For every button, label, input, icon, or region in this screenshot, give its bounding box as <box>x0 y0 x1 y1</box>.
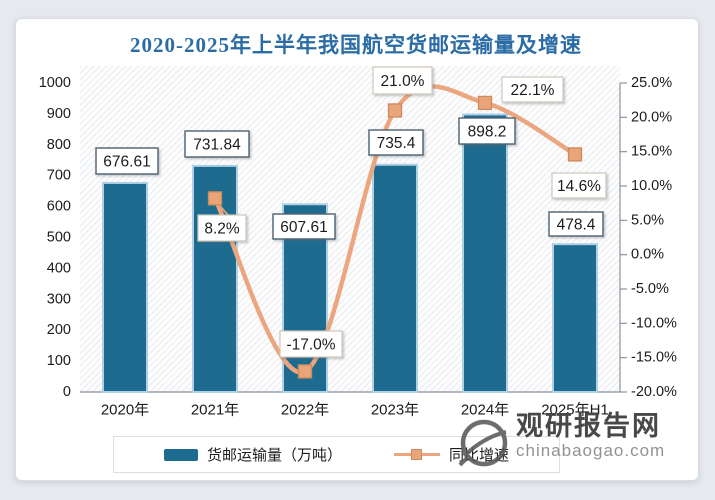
growth-label-box <box>551 172 607 199</box>
x-axis-category-label: 2024年 <box>461 402 509 419</box>
left-axis-tick-label: 200 <box>47 322 71 338</box>
bar-label-box <box>272 213 336 240</box>
watermark-site-url: chinabaogao.com <box>516 441 666 460</box>
watermark-text: 观研报告网 chinabaogao.com <box>516 411 665 460</box>
left-axis-tick-label: 800 <box>47 137 71 153</box>
right-axis-tick-label: -15.0% <box>631 350 677 366</box>
growth-label-box <box>279 330 343 358</box>
left-axis-tick-label: 400 <box>47 260 71 276</box>
right-axis-tick-label: 5.0% <box>631 212 664 228</box>
growth-label: 21.0% <box>381 73 425 90</box>
right-axis-tick-label: 25.0% <box>631 75 672 91</box>
bar-label: 735.4 <box>377 135 416 152</box>
plot-area-background <box>80 66 620 392</box>
left-axis-tick-label: 0 <box>63 384 71 400</box>
left-axis-tick-label: 100 <box>47 353 71 369</box>
growth-line <box>212 84 578 375</box>
x-axis-category-label: 2022年 <box>281 402 329 419</box>
legend-label-cargo-volume: 货邮运输量（万吨） <box>206 447 342 464</box>
watermark-site-name: 观研报告网 <box>516 411 661 441</box>
bar-label-box <box>368 129 424 156</box>
chart-title: 2020-2025年上半年我国航空货邮运输量及增速 <box>130 33 582 57</box>
x-axis-category-label: 2025年H1 <box>541 402 609 419</box>
right-axis-tick-label: 10.0% <box>631 178 672 194</box>
left-axis-tick-label: 900 <box>47 106 71 122</box>
bar-label-box <box>95 147 159 175</box>
right-axis-tick-label: -10.0% <box>631 315 677 331</box>
bar-label-box <box>548 211 604 237</box>
bar-label: 898.2 <box>468 124 507 141</box>
x-axis-category-label: 2020年 <box>101 402 149 419</box>
right-axis-tick-label: 20.0% <box>631 109 672 125</box>
growth-marker-2024年 <box>477 95 493 111</box>
left-axis-tick-label: 500 <box>47 230 71 246</box>
bar-label: 676.61 <box>103 154 150 171</box>
left-axis-tick-label: 700 <box>47 168 71 184</box>
growth-marker-2023年 <box>387 103 403 118</box>
bar-2023年 <box>372 163 418 393</box>
bar-label: 607.61 <box>280 219 327 236</box>
site-logo-icon <box>458 419 508 467</box>
x-axis-category-label: 2023年 <box>371 402 419 419</box>
bar-label-box <box>184 130 250 158</box>
right-axis-tick-label: -20.0% <box>631 384 677 400</box>
growth-marker-2025年H1 <box>567 147 583 162</box>
left-axis-tick-label: 1000 <box>39 75 71 91</box>
growth-label-box <box>372 66 433 95</box>
left-axis-tick-label: 300 <box>47 291 71 307</box>
bar-2020年 <box>102 181 148 393</box>
growth-label-box <box>197 214 247 242</box>
left-axis-tick-label: 600 <box>47 199 71 215</box>
right-axis-tick-label: -5.0% <box>631 281 669 297</box>
legend-item-cargo-volume: 货邮运输量（万吨） <box>163 444 342 465</box>
growth-marker-2021年 <box>207 191 223 206</box>
watermark: 观研报告网 chinabaogao.com <box>456 411 665 471</box>
growth-label: 14.6% <box>557 178 601 195</box>
bar-label: 478.4 <box>557 217 596 234</box>
growth-label: 22.1% <box>511 82 555 99</box>
bar-label: 731.84 <box>193 137 241 154</box>
growth-label: -17.0% <box>286 337 335 354</box>
growth-label-box <box>501 76 564 103</box>
bar-series-swatch-icon <box>163 448 198 461</box>
line-series-swatch-icon <box>394 449 440 460</box>
growth-label: 8.2% <box>204 221 240 238</box>
bar-2025年H1 <box>552 243 598 393</box>
x-axis-category-label: 2021年 <box>191 402 239 419</box>
right-axis-tick-label: 15.0% <box>631 144 672 160</box>
label-leader-line <box>217 203 230 217</box>
right-axis-tick-label: 0.0% <box>631 247 664 263</box>
bar-2024年 <box>462 113 508 393</box>
bar-label-box <box>458 117 516 145</box>
growth-marker-2022年 <box>297 364 313 379</box>
